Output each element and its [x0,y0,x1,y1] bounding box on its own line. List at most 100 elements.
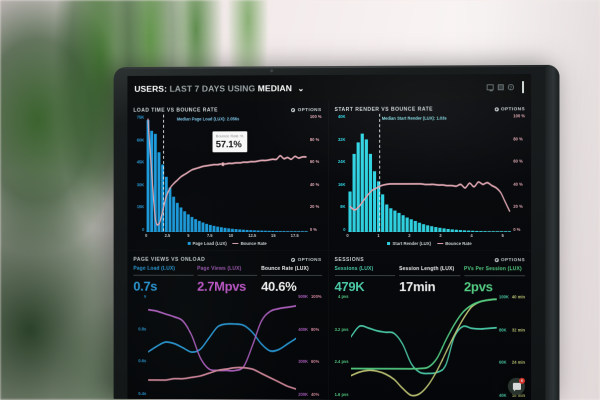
kpi-label: PVs Per Session (LUX) [463,266,526,276]
y2-tick: 60 % [513,158,523,164]
kpi-bounce-rate[interactable]: Bounce Rate (LUX) 40.6% [261,265,322,294]
dashboard: USERS: LAST 7 DAYS USING MEDIAN ⌄ ? [127,74,532,400]
chart-start-render: 40K 32K 24K 16K 8K 0 Median Start Render… [335,113,525,232]
x-tick: 15 [271,233,276,238]
legend-label: Start Render (LUX) [392,240,432,246]
kpi-page-views[interactable]: Page Views (LUX) 2.7Mpvs [197,265,258,294]
chat-widget-button[interactable]: 6 [507,377,526,395]
y-tick: 0 [343,226,346,232]
plot-area: Median Start Render (LUX): 1.03s [347,113,511,232]
panel-title: SESSIONS [334,256,365,263]
x-axis: 0 2.5 5 7.5 10 12.5 15 17.5 [145,232,307,239]
median-annotation: Median Start Render (LUX): 1.03s [381,115,447,121]
kpi-value: 479K [334,278,365,295]
title-range[interactable]: LAST 7 DAYS [169,83,226,94]
panel-title: START RENDER VS BOUNCE RATE [334,106,434,113]
y3-tick: 60% [311,359,320,365]
y2-tick: 40K [498,392,507,398]
median-annotation: Median Page Load (LUX): 2.056s [176,116,240,122]
chart-sessions: 4 pvs 3.2 pvs 2.4 pvs 1.6 pvs 100K 80K [335,294,526,398]
y-tick: 2.4 pvs [334,359,349,365]
y2-tick: 500K [298,293,309,299]
chart-page-views: s 0.8s 0.6s 0.4s 500K 400K 3 [133,294,321,397]
kpi-session-length[interactable]: Session Length (LUX) 17min [399,266,460,294]
y-tick: 40K [337,113,346,119]
options-button[interactable]: OPTIONS [494,106,525,111]
y2-tick: 40 % [513,181,523,187]
laptop-screen: USERS: LAST 7 DAYS USING MEDIAN ⌄ ? [127,74,532,400]
y-axis-right: 100 % 80 % 60 % 40 % 20 % 0 % [511,113,525,232]
options-button[interactable]: OPTIONS [291,107,322,113]
x-tick: 0 [145,233,148,238]
gear-icon [494,257,499,262]
legend-label: Bounce Rate [445,240,472,246]
legend-swatch [387,241,391,245]
kpi-sessions[interactable]: Sessions (LUX) 479K [334,265,396,295]
laptop-device: USERS: LAST 7 DAYS USING MEDIAN ⌄ ? [113,64,560,400]
kpi-strip: Page Load (LUX) 0.7s Page Views (LUX) 2.… [133,264,322,294]
chart-load-time: 75K 60K 45K 30K 15K 0 Median Page Load (… [133,114,322,233]
y2-tick: 100 % [513,113,526,119]
device-toggle-group[interactable]: ? [486,81,525,94]
legend-item[interactable]: Start Render (LUX) [387,241,431,246]
legend-label: Bounce Rate [240,240,267,246]
kpi-value: 17min [399,279,436,295]
panel-title: LOAD TIME VS BOUNCE RATE [133,106,218,114]
y3-tick: 24 min [511,360,526,366]
y-tick: 0.4s [138,390,147,397]
tooltip-anchor-dot [221,162,225,167]
y-tick: 16K [337,181,346,187]
gear-icon [291,107,296,112]
legend-swatch [232,242,239,245]
panel-sessions: SESSIONS OPTIONS Sessions (LUX) 479K Ses… [328,250,532,400]
y2-tick: 400K [298,326,309,332]
x-tick: 3 [439,233,442,239]
x-tick: 4 [470,233,473,239]
legend-item[interactable]: Page Load (LUX) [187,240,227,246]
x-tick: 2.5 [164,233,171,238]
panel-header: PAGE VIEWS VS ONLOAD OPTIONS [133,255,321,264]
message-icon [512,382,521,390]
kpi-page-load[interactable]: Page Load (LUX) 0.7s [133,265,194,294]
options-button[interactable]: OPTIONS [291,257,322,262]
y2-tick: 0 % [309,226,317,232]
y-tick: 4 pvs [338,294,349,300]
options-label: OPTIONS [500,106,526,112]
x-tick: 10 [228,233,234,238]
title-metric[interactable]: MEDIAN [257,83,293,94]
tablet-icon[interactable] [497,83,504,91]
mobile-icon[interactable]: ? [507,83,514,91]
panel-title: PAGE VIEWS VS ONLOAD [133,256,206,263]
y2-tick: 20 % [513,204,523,210]
kpi-pvs-per-session[interactable]: PVs Per Session (LUX) 2pvs [463,266,526,294]
kpi-label: Sessions (LUX) [334,265,396,276]
panel-grid: LOAD TIME VS BOUNCE RATE OPTIONS 75K 60K… [127,100,532,400]
y-tick: s [143,293,147,299]
kpi-strip: Sessions (LUX) 479K Session Length (LUX)… [334,264,526,295]
x-tick: 5 [187,233,190,238]
y3-tick: 100% [311,293,322,299]
y-tick: 45K [136,159,145,165]
legend-item[interactable]: Bounce Rate [232,240,267,246]
y2-tick: 40 % [309,181,320,187]
options-label: OPTIONS [297,107,322,113]
x-tick: 0 [346,233,349,239]
y2-tick: 60K [498,359,507,366]
kpi-label: Page Views (LUX) [197,265,258,276]
y-axis-left: 4 pvs 3.2 pvs 2.4 pvs 1.6 pvs [335,294,351,397]
options-button[interactable]: OPTIONS [494,257,525,262]
options-label: OPTIONS [500,257,526,263]
legend-label: Page Load (LUX) [192,240,227,246]
chevron-down-icon[interactable]: ⌄ [297,84,305,94]
plot-area [148,294,296,397]
y-tick: 0.8s [138,326,147,332]
scrollbar-thumb[interactable] [521,81,525,94]
desktop-icon[interactable] [486,84,494,91]
legend-item[interactable]: Bounce Rate [437,241,472,246]
page-title[interactable]: USERS: LAST 7 DAYS USING MEDIAN ⌄ [134,83,304,94]
y-axis-pageviews: 500K 400K 300K 200K [298,294,308,397]
y-tick: 3.2 pvs [334,326,349,332]
legend-swatch [437,242,444,245]
laptop-bezel-right [545,64,560,400]
y-tick: 1.6 pvs [334,391,349,398]
